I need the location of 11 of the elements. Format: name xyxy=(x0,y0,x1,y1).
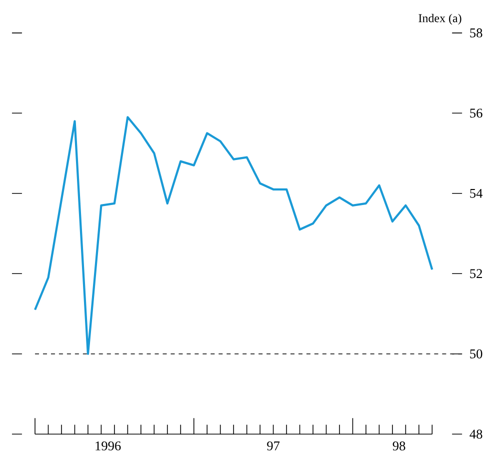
y-tick-label: 58 xyxy=(470,28,482,38)
line-series xyxy=(34,116,434,355)
x-tick-label: 97 xyxy=(267,441,280,450)
x-tick-label: 1996 xyxy=(96,441,121,450)
y-tick-label: 56 xyxy=(470,108,482,118)
x-tick-label: 98 xyxy=(392,441,406,450)
y-tick-label: 52 xyxy=(470,269,482,278)
y-axis-title: Index (a) xyxy=(418,14,462,25)
y-tick-label: 50 xyxy=(470,349,482,358)
y-tick-label: 54 xyxy=(470,188,483,198)
y-tick-label: 48 xyxy=(470,430,482,439)
